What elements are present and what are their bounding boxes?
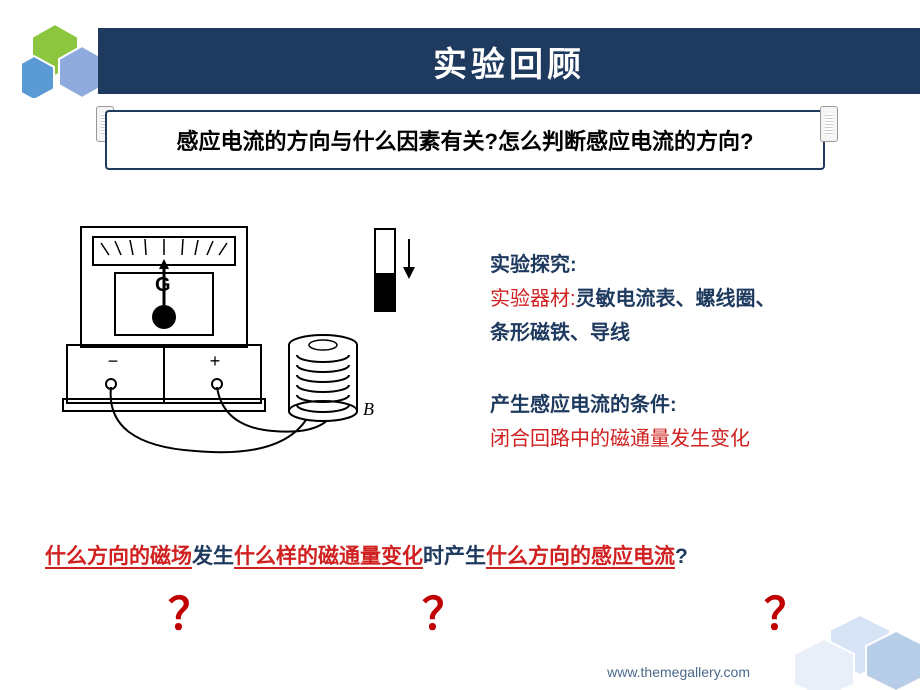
footer-url: www.themegallery.com bbox=[607, 664, 750, 680]
slide-header: 实验回顾 bbox=[98, 28, 920, 94]
qmark-2: ？ bbox=[422, 578, 466, 642]
qmark-1: ？ bbox=[168, 578, 212, 642]
slide-title: 实验回顾 bbox=[433, 37, 585, 86]
explore-label: 实验探究: bbox=[490, 248, 890, 282]
bottom-question: 什么方向的磁场发生什么样的磁通量变化时产生什么方向的感应电流? bbox=[45, 540, 875, 570]
svg-text:+: + bbox=[210, 351, 221, 371]
equipment-line2: 条形磁铁、导线 bbox=[490, 316, 890, 350]
condition-label: 产生感应电流的条件: bbox=[490, 388, 890, 422]
condition-text: 闭合回路中的磁通量发生变化 bbox=[490, 422, 890, 456]
main-question: 感应电流的方向与什么因素有关?怎么判断感应电流的方向? bbox=[105, 110, 825, 170]
hex-decor-bottom bbox=[770, 610, 920, 690]
scroll-decor-right bbox=[820, 106, 838, 142]
svg-text:−: − bbox=[108, 351, 119, 371]
equipment-line: 实验器材:灵敏电流表、螺线圈、 bbox=[490, 282, 890, 316]
experiment-diagram: − + G B bbox=[45, 215, 450, 495]
svg-text:B: B bbox=[363, 399, 374, 419]
svg-text:G: G bbox=[155, 274, 171, 296]
